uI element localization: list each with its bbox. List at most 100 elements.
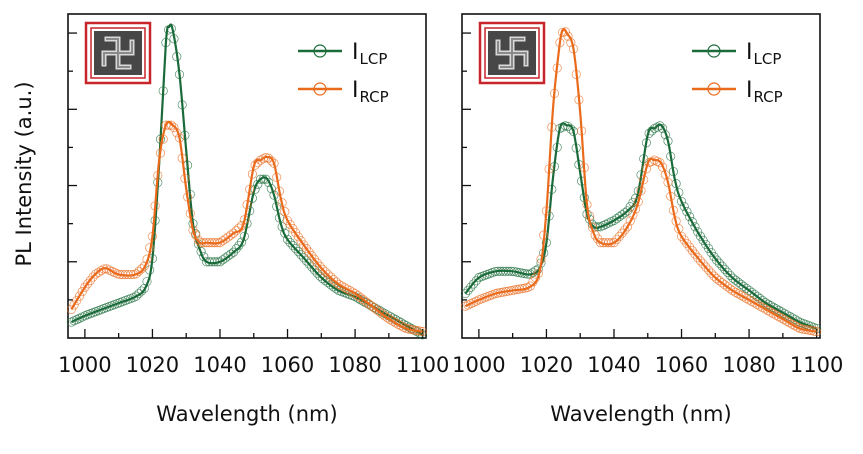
data-point-marker <box>228 247 239 257</box>
data-point-marker <box>382 313 393 323</box>
data-point-marker <box>342 284 352 294</box>
x-tick-label: 1000 <box>58 353 111 377</box>
data-point-marker <box>323 269 333 280</box>
legend-label-subscript: LCP <box>360 50 388 68</box>
legend-label: IRCP <box>352 78 389 106</box>
data-point-marker <box>728 286 738 296</box>
data-point-marker <box>74 291 85 301</box>
legend-marker <box>707 82 721 96</box>
data-point-marker <box>690 222 700 232</box>
data-point-marker <box>334 279 344 289</box>
data-point-marker <box>687 246 697 256</box>
data-point-marker <box>77 287 87 297</box>
data-point-marker <box>468 279 479 289</box>
data-point-marker <box>393 319 403 329</box>
data-point-marker <box>652 156 662 166</box>
data-point-marker <box>301 244 311 254</box>
data-point-marker <box>85 275 95 285</box>
x-tick-label: 1100 <box>396 353 449 377</box>
legend-label: IRCP <box>746 78 783 106</box>
data-point-marker <box>598 221 608 231</box>
data-point-marker <box>77 312 87 322</box>
legend-label-subscript: RCP <box>754 88 783 106</box>
x-tick-label: 1060 <box>655 353 708 377</box>
data-point-marker <box>468 297 479 307</box>
legend-label-main: I <box>746 78 753 103</box>
x-tick-label: 1080 <box>722 353 775 377</box>
data-point-marker <box>463 285 473 295</box>
data-point-marker <box>296 250 306 260</box>
data-point-marker <box>337 281 347 291</box>
data-point-marker <box>388 316 398 326</box>
x-axis-title: Wavelength (nm) <box>156 402 337 426</box>
data-point-marker <box>391 318 401 328</box>
x-tick-label: 1040 <box>193 353 246 377</box>
data-point-marker <box>91 269 101 279</box>
data-point-marker <box>690 249 700 259</box>
data-point-marker <box>658 123 668 133</box>
data-point-marker <box>107 266 117 276</box>
data-point-marker <box>604 218 614 228</box>
data-point-marker <box>328 275 339 285</box>
legend-label-subscript: LCP <box>754 50 782 68</box>
data-point-marker <box>104 265 114 275</box>
series-ircp <box>460 27 822 337</box>
data-point-marker <box>169 123 179 133</box>
data-point-marker <box>199 252 209 262</box>
chart-panel-1: 1000 1020 1040 1060 1080 1100 Wavelength (nm) I… <box>58 13 449 426</box>
data-point-marker <box>679 235 689 245</box>
series-ilcp <box>460 121 822 334</box>
data-point-marker <box>739 292 749 302</box>
data-point-marker <box>385 315 395 325</box>
data-point-marker <box>693 227 703 237</box>
data-point-marker <box>606 217 616 227</box>
x-tick-label: 1080 <box>328 353 381 377</box>
data-point-marker <box>755 301 765 311</box>
series-line <box>70 121 423 333</box>
data-point-marker <box>312 258 322 268</box>
data-point-marker <box>291 244 301 254</box>
data-point-marker <box>72 295 82 306</box>
x-tick-label: 1020 <box>520 353 573 377</box>
data-point-marker <box>709 252 719 262</box>
series-line <box>464 28 817 333</box>
data-point-marker <box>682 238 692 249</box>
data-point-marker <box>339 282 349 292</box>
data-point-marker <box>652 122 662 132</box>
data-point-marker <box>253 179 263 189</box>
data-point-marker <box>752 299 762 310</box>
data-point-marker <box>731 287 741 297</box>
series-line <box>70 23 424 336</box>
data-point-marker <box>320 267 330 277</box>
legend-marker <box>313 44 327 58</box>
data-point-marker <box>712 255 722 265</box>
data-point-marker <box>228 228 239 238</box>
data-point-marker <box>134 266 144 276</box>
data-point-marker <box>687 217 697 227</box>
data-point-marker <box>66 317 76 327</box>
legend-label-main: I <box>746 40 753 65</box>
data-point-marker <box>766 307 776 317</box>
data-point-marker <box>463 300 473 310</box>
data-point-marker <box>80 282 90 292</box>
legend-label-subscript: RCP <box>360 88 389 106</box>
data-point-marker <box>698 259 708 269</box>
data-point-marker <box>747 296 757 306</box>
data-point-marker <box>774 312 784 322</box>
data-point-marker <box>161 120 171 130</box>
data-point-marker <box>293 247 303 257</box>
data-point-marker <box>285 238 295 248</box>
data-point-marker <box>720 264 730 274</box>
plot-frame <box>461 13 821 339</box>
data-point-marker <box>134 288 144 299</box>
data-point-marker <box>522 283 533 293</box>
legend-marker <box>707 44 721 58</box>
x-tick-label: 1040 <box>587 353 640 377</box>
data-point-marker <box>347 287 357 297</box>
data-point-marker <box>676 196 687 206</box>
data-point-marker <box>617 228 627 238</box>
y-axis-title: PL Intensity (a.u.) <box>12 81 36 266</box>
data-point-marker <box>685 242 695 252</box>
data-point-marker <box>655 121 665 131</box>
